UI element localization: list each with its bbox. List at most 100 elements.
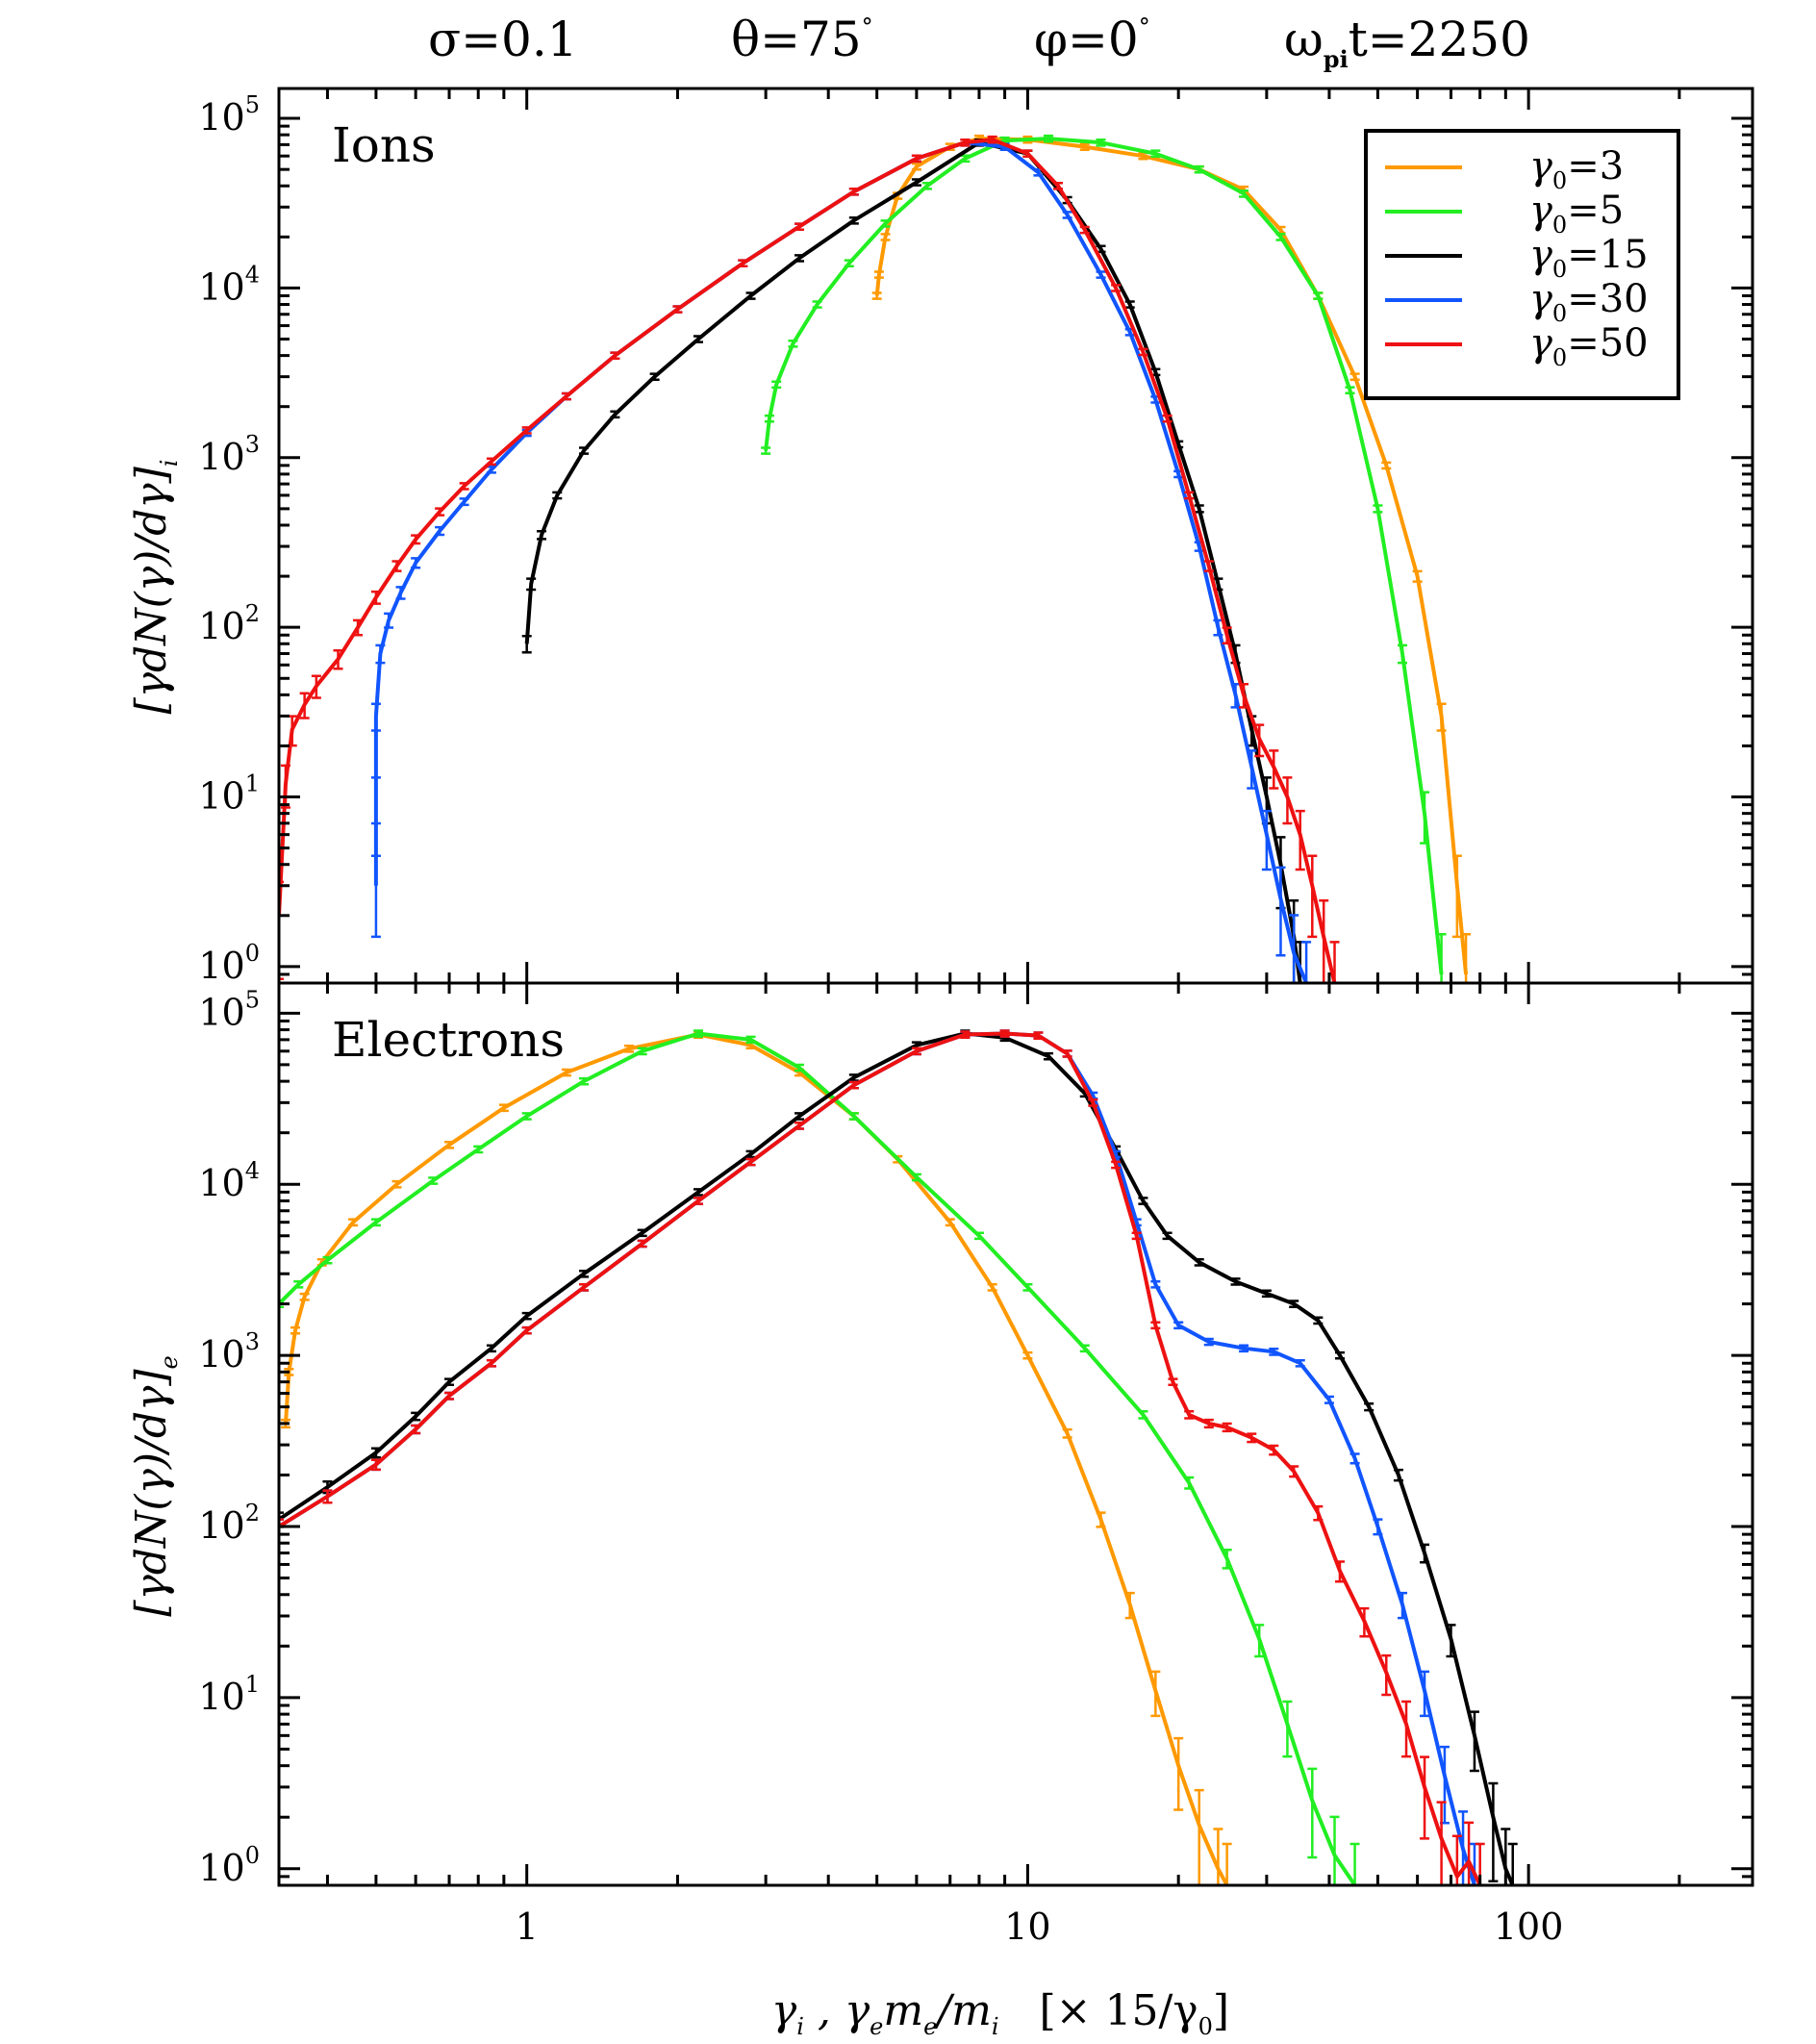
ions-data-point-errorbar	[911, 178, 921, 187]
figure-title: σ=0.1 θ=75° φ=0° ωpit=2250	[428, 12, 1530, 73]
ions-data-point-errorbar	[1420, 791, 1430, 845]
ions-data-point-errorbar	[812, 300, 822, 309]
electrons-data-point-errorbar	[1033, 1031, 1044, 1040]
electrons-data-point-errorbar	[637, 1047, 647, 1056]
electrons-y-axis-label: [γdN(γ)/dγ]e	[127, 1355, 183, 1616]
ions-data-point-errorbar	[873, 270, 884, 279]
ions-data-point-errorbar	[459, 482, 469, 491]
electrons-data-point-errorbar	[348, 1218, 359, 1227]
electrons-data-point-errorbar	[1088, 1098, 1098, 1107]
electrons-series-line-05	[279, 1031, 1357, 1885]
legend-label-symbol: γ	[1529, 321, 1552, 366]
electrons-data-point-errorbar	[1043, 1051, 1053, 1061]
ions-data-point-errorbar	[1096, 138, 1106, 147]
electrons-series-line-03	[284, 1032, 1229, 1885]
electrons-y-tick-label: 101	[198, 1671, 260, 1718]
ions-data-point-errorbar	[1329, 941, 1340, 983]
electrons-y-tick-label-exponent: 2	[245, 1500, 260, 1527]
ions-data-point-errorbar	[311, 674, 321, 699]
electrons-data-point-errorbar	[1254, 1624, 1265, 1658]
electrons-y-tick-label-base: 10	[198, 1333, 244, 1375]
ions-data-point-errorbar	[844, 259, 854, 268]
legend-label-subscript: 0	[1552, 212, 1567, 239]
electrons-data-point-errorbar	[1381, 1653, 1392, 1697]
ions-data-point-errorbar	[1096, 270, 1106, 279]
ions-data-point-errorbar	[552, 491, 563, 500]
ions-data-point-errorbar	[1261, 809, 1272, 871]
ions-data-point-errorbar	[1412, 569, 1423, 583]
electrons-data-point-errorbar	[1022, 1283, 1033, 1292]
ions-y-tick-label: 105	[198, 91, 260, 139]
ions-data-point-errorbar	[610, 351, 620, 360]
legend-label-subscript: 0	[1552, 300, 1567, 327]
ions-data-point-errorbar	[1398, 643, 1408, 665]
ions-data-point-errorbar	[1254, 723, 1265, 758]
electrons-data-point-errorbar	[1079, 1344, 1090, 1353]
electrons-data-point-errorbar	[911, 1047, 921, 1056]
x-axis-label-part1: γ	[771, 1986, 797, 2035]
ions-data-point-errorbar	[672, 305, 683, 314]
ions-data-point-errorbar	[370, 776, 381, 825]
ions-data-point-errorbar	[1295, 809, 1305, 871]
ions-data-point-errorbar	[1124, 300, 1135, 309]
electrons-data-point-errorbar	[411, 1411, 421, 1422]
ions-y-tick-label-exponent: 4	[245, 261, 260, 288]
ions-data-point-errorbar	[848, 215, 859, 225]
ions-data-point-errorbar	[521, 634, 532, 654]
ions-y-tick-label: 101	[198, 770, 260, 818]
ions-data-point-errorbar	[1301, 941, 1312, 983]
electrons-data-point-errorbar	[1398, 1591, 1408, 1620]
electrons-data-point-errorbar	[521, 1325, 532, 1335]
legend-label-3: γ0=3	[1529, 144, 1624, 194]
electrons-data-point-errorbar	[498, 1103, 509, 1113]
electrons-data-point-errorbar	[1138, 1409, 1148, 1420]
ions-data-point-errorbar	[486, 465, 496, 474]
ions-data-point-errorbar	[280, 764, 290, 809]
electrons-y-tick-label-base: 10	[198, 1847, 244, 1889]
ions-y-tick-label-exponent: 5	[245, 91, 260, 118]
ions-data-point-errorbar	[1162, 414, 1173, 423]
electrons-data-point-errorbar	[693, 1188, 703, 1197]
ions-y-tick-label-exponent: 0	[245, 940, 260, 967]
electrons-data-point-errorbar	[444, 1377, 455, 1387]
electrons-y-axis-label-subscript: e	[156, 1355, 183, 1369]
ions-data-point-errorbar	[745, 291, 756, 300]
title-phi: φ=0°	[1034, 12, 1150, 67]
electrons-data-point-errorbar	[1203, 1337, 1214, 1347]
ions-data-point-errorbar	[579, 446, 590, 455]
ions-data-point-errorbar	[395, 586, 406, 600]
legend-label-symbol: γ	[1529, 233, 1552, 277]
electrons-data-point-errorbar	[1062, 1427, 1072, 1439]
ions-series-line-030	[373, 140, 1308, 983]
legend-label-15: γ0=15	[1529, 233, 1649, 283]
electrons-data-point-errorbar	[1230, 1277, 1241, 1286]
ions-data-point-errorbar	[1239, 189, 1249, 198]
ions-data-point-errorbar	[1436, 932, 1447, 983]
ions-y-tick-label-base: 10	[198, 605, 244, 647]
x-tick-label-100: 100	[1494, 1905, 1564, 1948]
ions-data-point-errorbar	[1239, 682, 1249, 709]
ions-data-point-errorbar	[1461, 932, 1472, 983]
title-omega-symbol: ω	[1284, 12, 1324, 67]
electrons-y-tick-label-base: 10	[198, 1504, 244, 1547]
electrons-data-point-errorbar	[1373, 1518, 1383, 1536]
ions-data-point-errorbar	[1345, 386, 1355, 394]
legend-label-subscript: 0	[1552, 167, 1567, 194]
x-axis-label-part1-sub: i	[796, 2013, 804, 2040]
electrons-data-point-errorbar	[391, 1179, 402, 1189]
electrons-data-point-errorbar	[1420, 1543, 1430, 1564]
ions-data-point-errorbar	[333, 649, 343, 670]
electrons-data-point-errorbar	[1488, 1781, 1499, 1882]
ions-data-point-errorbar	[1079, 142, 1090, 151]
electrons-data-point-errorbar	[521, 1112, 532, 1121]
title-omega-rest: t=2250	[1349, 12, 1530, 67]
title-omega: ωpit=2250	[1284, 12, 1530, 73]
ions-data-point-errorbar	[1275, 233, 1286, 241]
legend-label-value: =3	[1567, 144, 1624, 189]
ions-y-tick-label-base: 10	[198, 945, 244, 987]
electrons-data-point-errorbar	[411, 1424, 421, 1435]
legend-box	[1364, 129, 1680, 400]
